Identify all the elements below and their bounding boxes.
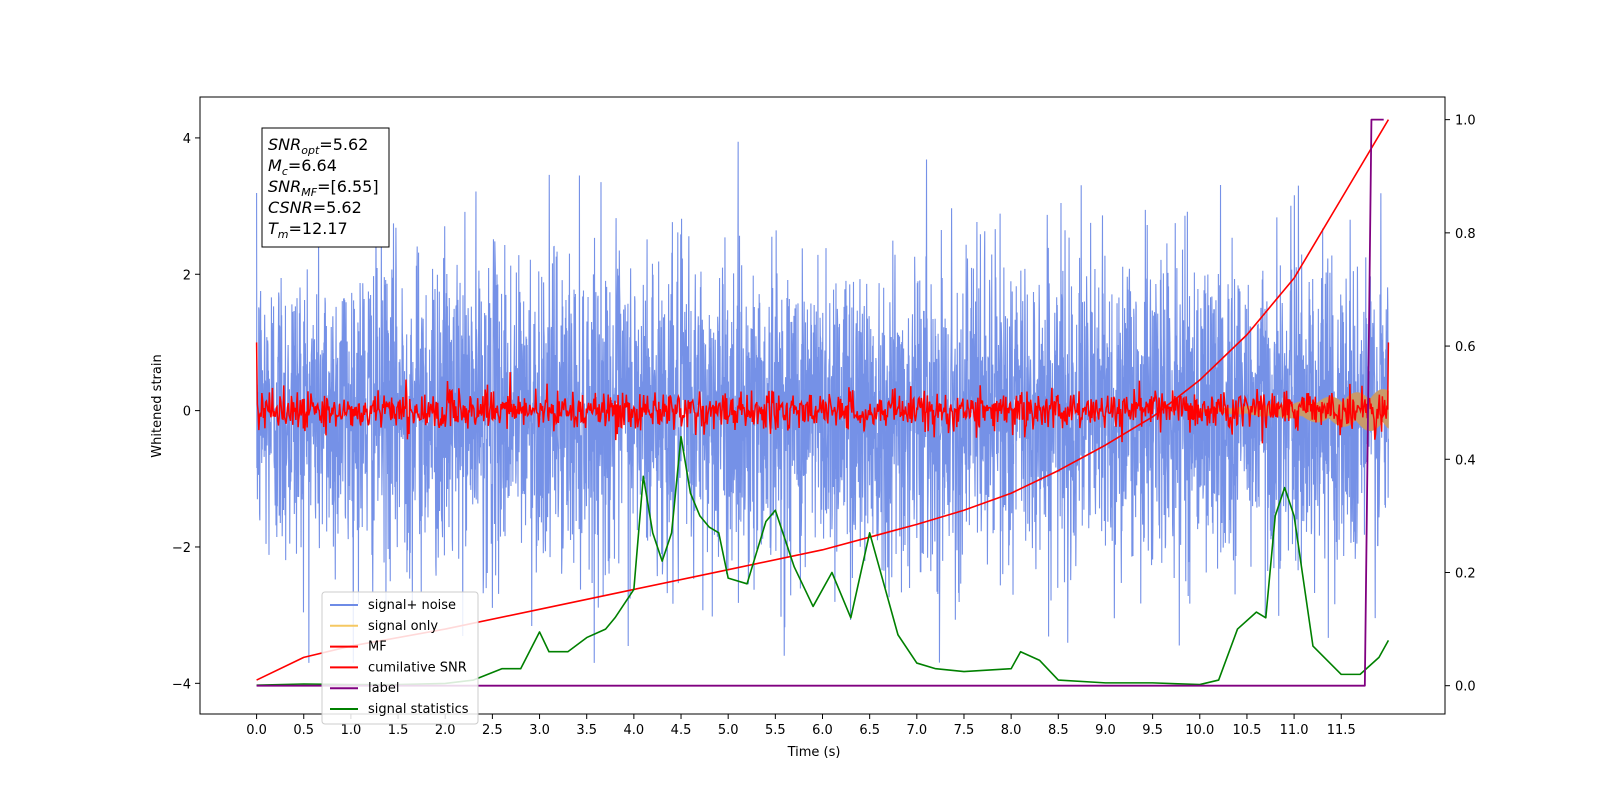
legend-frame (321, 591, 479, 725)
x-tick-label: 10.5 (1232, 723, 1261, 738)
x-tick-label: 6.0 (812, 723, 833, 738)
y-right-tick-label: 1.0 (1455, 114, 1476, 129)
x-tick-label: 11.5 (1327, 723, 1356, 738)
y-left-tick-label: 2 (183, 268, 191, 283)
x-tick-label: 2.5 (482, 723, 503, 738)
series-line-label (256, 118, 1384, 687)
annotation-line: SNRMF=[6.55] (268, 177, 379, 199)
legend: signal+ noise signal only MF cumilative SNR… (321, 591, 479, 725)
legend-label: signal statistics (368, 702, 469, 717)
y-right-tick-label: 0.4 (1455, 453, 1476, 468)
series-line-mf (255, 342, 1390, 444)
x-tick-label: 7.5 (954, 723, 975, 738)
annotation-line: Mc=6.64 (268, 156, 337, 178)
series-mf (255, 342, 1390, 444)
x-tick-label: 8.5 (1048, 723, 1069, 738)
legend-label: label (368, 681, 399, 696)
y-axis-label: Whitened strain (150, 354, 165, 457)
legend-label: MF (368, 640, 387, 655)
annotation-line: Tm=12.17 (268, 219, 348, 241)
x-tick-label: 9.5 (1142, 723, 1163, 738)
x-tick-label: 0.5 (293, 723, 314, 738)
x-tick-label: 1.0 (341, 723, 362, 738)
x-tick-label: 3.5 (576, 723, 597, 738)
x-tick-label: 4.5 (671, 723, 692, 738)
legend-label: signal+ noise (368, 598, 456, 613)
x-tick-label: 5.5 (765, 723, 786, 738)
x-tick-label: 5.0 (718, 723, 739, 738)
y-left-tick-label: −4 (172, 677, 191, 692)
y-axis-left-ticks: −4 −2 0 2 4 (172, 132, 200, 692)
x-tick-label: 11.0 (1280, 723, 1309, 738)
y-left-tick-label: 4 (183, 132, 191, 147)
legend-items: signal+ noise signal only MF cumilative SNR… (330, 598, 469, 717)
series-signal-statistics (256, 435, 1390, 686)
y-left-tick-label: −2 (172, 541, 191, 556)
annotation-line: CSNR=5.62 (268, 198, 362, 217)
annotation-line: SNRopt=5.62 (268, 135, 368, 157)
legend-label: cumilative SNR (368, 660, 467, 675)
x-tick-label: 1.5 (388, 723, 409, 738)
x-tick-label: 7.0 (906, 723, 927, 738)
y-right-tick-label: 0.0 (1455, 680, 1476, 695)
x-axis-label: Time (s) (787, 745, 841, 760)
y-right-tick-label: 0.6 (1455, 340, 1476, 355)
x-axis-ticks: 0.0 0.5 1.0 1.5 2.0 2.5 3.0 3.5 4.0 4.5 5.0 5.5 6.0 6… (246, 714, 1356, 738)
x-tick-label: 6.5 (859, 723, 880, 738)
y-left-tick-label: 0 (183, 405, 191, 420)
x-tick-label: 3.0 (529, 723, 550, 738)
x-tick-label: 4.0 (624, 723, 645, 738)
x-tick-label: 10.0 (1185, 723, 1214, 738)
y-right-tick-label: 0.8 (1455, 227, 1476, 242)
annotation-frame (261, 127, 390, 248)
x-tick-label: 9.0 (1095, 723, 1116, 738)
y-axis-right-ticks: 0.0 0.2 0.4 0.6 0.8 1.0 (1445, 114, 1476, 695)
series-line-signal-statistics (256, 435, 1390, 686)
y-right-tick-label: 0.2 (1455, 566, 1476, 581)
x-tick-label: 8.0 (1001, 723, 1022, 738)
x-tick-label: 0.0 (246, 723, 267, 738)
series-label (256, 118, 1384, 687)
legend-label: signal only (368, 619, 438, 634)
x-tick-label: 2.0 (435, 723, 456, 738)
